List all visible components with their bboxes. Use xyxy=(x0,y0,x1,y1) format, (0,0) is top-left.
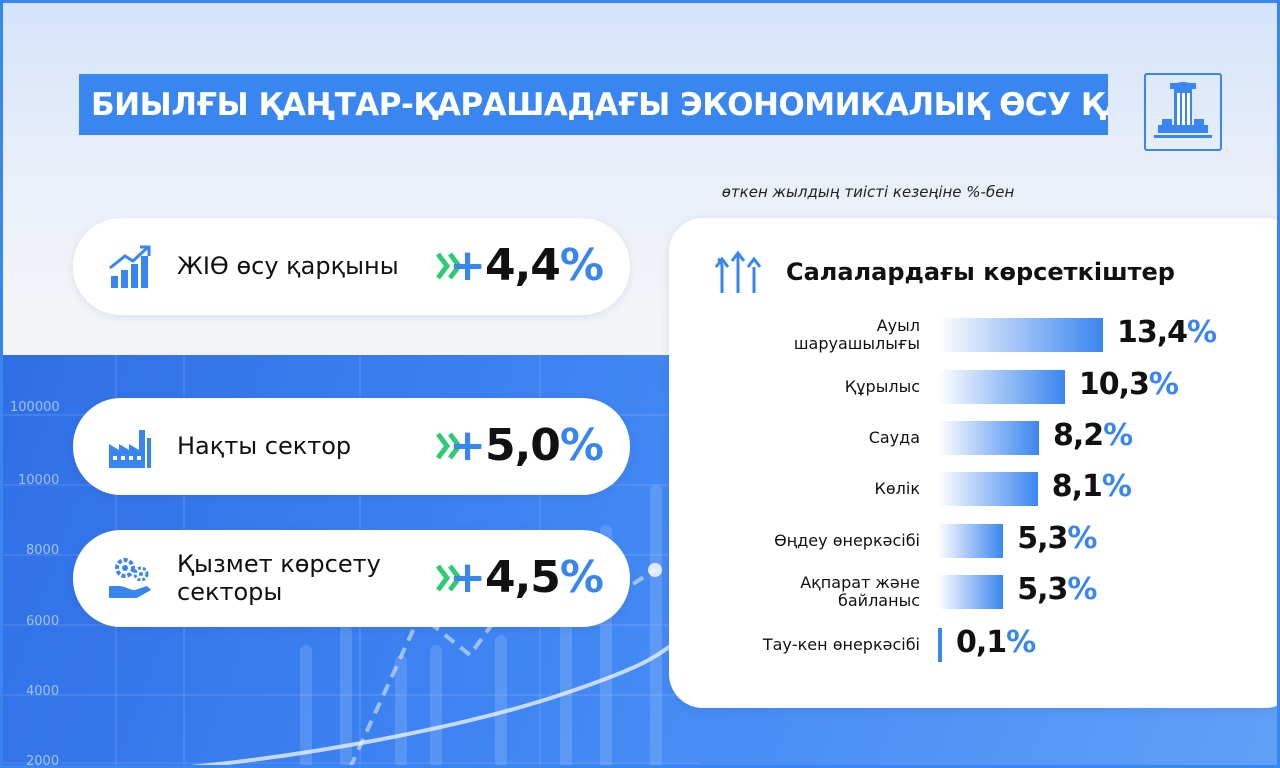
chart-title: Салалардағы көрсеткіштер xyxy=(786,258,1175,286)
axis-tick-3: 8000 xyxy=(26,543,59,558)
bar-value-label: 8,1% xyxy=(1051,469,1132,504)
growth-chart-icon xyxy=(109,245,151,288)
indicator-value: +4,4% xyxy=(449,240,604,291)
axis-tick-2: 10000 xyxy=(18,473,59,488)
bar-category-label: Ауыл шаруашылығы xyxy=(793,316,920,353)
axis-tick-1: 100000 xyxy=(10,400,60,415)
indicator-card-real-sector: Нақты сектор +5,0% xyxy=(73,398,630,495)
indicator-card-gdp: ЖІӨ өсу қарқыны +4,4% xyxy=(73,218,630,315)
bar-category-label: Ақпарат және байланыс xyxy=(800,573,920,610)
double-chevron-icon xyxy=(436,564,463,592)
indicator-value: +4,5% xyxy=(449,552,604,603)
subtitle: өткен жылдың тиісті кезеңіне %-бен xyxy=(721,183,1015,201)
bar-value-label: 10,3% xyxy=(1078,367,1179,402)
indicator-label: Нақты сектор xyxy=(177,432,352,460)
bar xyxy=(938,421,1039,455)
bar xyxy=(938,370,1065,404)
bar-value-label: 5,3% xyxy=(1017,572,1097,607)
bar xyxy=(938,472,1038,506)
indicator-value: +5,0% xyxy=(449,420,604,471)
sector-panel xyxy=(669,218,1280,708)
government-building-logo xyxy=(1144,73,1222,151)
bar-category-label: Құрылыс xyxy=(844,377,920,396)
axis-tick-4: 6000 xyxy=(26,614,59,629)
indicator-label: ЖІӨ өсу қарқыны xyxy=(177,252,399,280)
bar-category-label: Сауда xyxy=(868,428,920,447)
page-title: БИЫЛҒЫ ҚАҢТАР-ҚАРАШАДАҒЫ ЭКОНОМИКАЛЫҚ ӨС… xyxy=(79,74,1108,135)
bar-category-label: Тау-кен өнеркәсібі xyxy=(762,635,920,654)
bar xyxy=(938,575,1004,609)
axis-tick-6: 2000 xyxy=(26,754,59,768)
bar xyxy=(938,524,1004,558)
indicator-label: Қызмет көрсету секторы xyxy=(177,550,381,606)
arrows-up-icon xyxy=(714,250,762,293)
bar xyxy=(938,628,942,662)
factory-icon xyxy=(109,430,151,468)
bar-category-label: Көлік xyxy=(874,479,920,498)
bar-value-label: 8,2% xyxy=(1052,418,1133,453)
bar xyxy=(938,318,1103,352)
bar-value-label: 0,1% xyxy=(956,625,1036,660)
service-gears-icon xyxy=(109,558,151,598)
bar-value-label: 13,4% xyxy=(1117,315,1217,350)
double-chevron-icon xyxy=(436,252,463,280)
bar-value-label: 5,3% xyxy=(1017,521,1097,556)
axis-tick-5: 4000 xyxy=(26,684,59,699)
indicator-card-services: Қызмет көрсету секторы +4,5% xyxy=(73,530,630,627)
double-chevron-icon xyxy=(436,432,463,460)
bar-category-label: Өңдеу өнеркәсібі xyxy=(774,531,920,550)
